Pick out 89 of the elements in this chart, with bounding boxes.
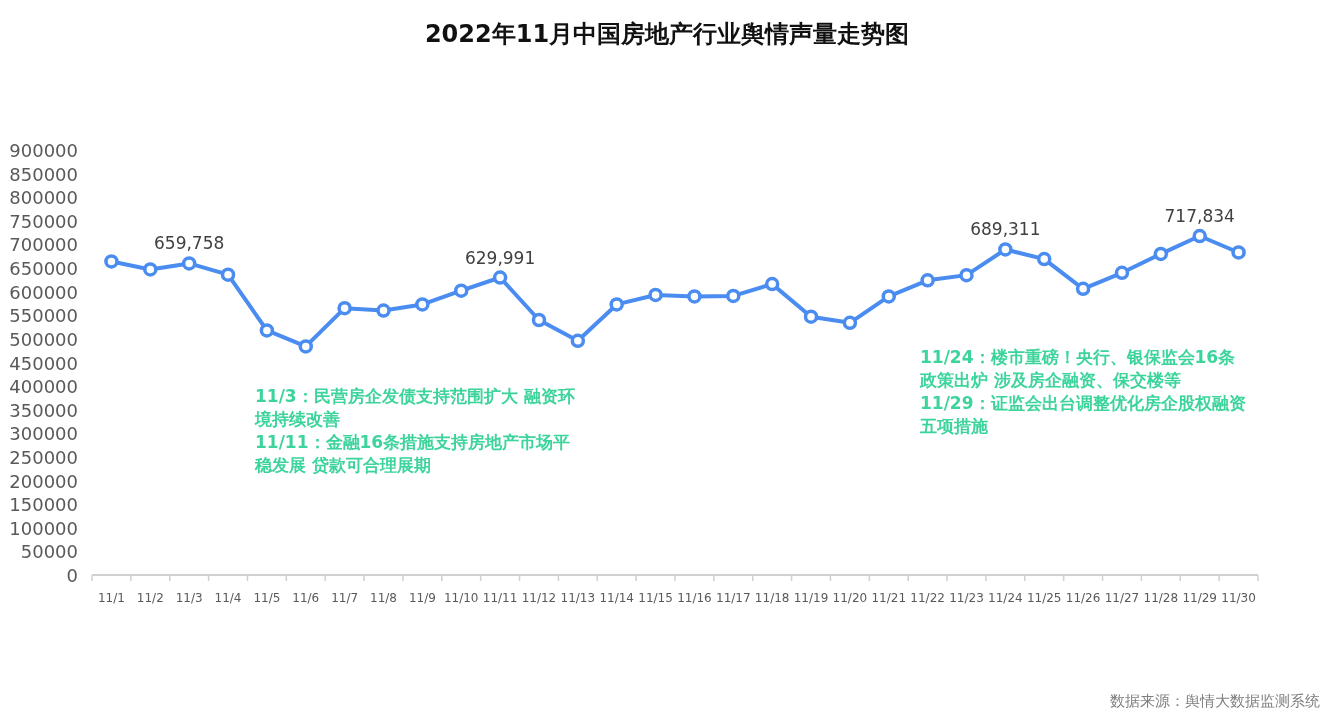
y-tick-label: 800000 [9, 187, 78, 209]
x-tick-label: 11/15 [638, 591, 673, 605]
point [453, 283, 469, 298]
y-tick-label: 50000 [20, 541, 78, 563]
point [1192, 228, 1207, 244]
point [881, 289, 897, 304]
y-tick-label: 100000 [9, 517, 78, 539]
x-tick-label: 11/16 [677, 591, 712, 605]
point [1036, 251, 1052, 267]
x-tick-label: 11/10 [443, 591, 479, 605]
point [570, 333, 586, 349]
y-tick-label: 550000 [9, 305, 78, 327]
x-tick-label: 11/9 [408, 591, 436, 605]
data-label: 717,834 [1164, 206, 1235, 227]
y-tick-label: 850000 [9, 163, 78, 185]
y-tick-label: 250000 [9, 446, 78, 468]
point [376, 303, 391, 318]
x-tick-label: 11/25 [1026, 591, 1062, 605]
x-tick-label: 11/20 [832, 591, 868, 605]
x-tick-label: 11/14 [599, 591, 634, 605]
x-tick-label: 11/13 [560, 591, 596, 605]
annotation: 11/3：民营房企发债支持范围扩大 融资环境持续改善 [255, 385, 576, 431]
point [842, 315, 858, 331]
x-tick-label: 11/24 [988, 591, 1023, 605]
point [998, 242, 1013, 257]
y-tick-label: 400000 [9, 376, 78, 398]
point [337, 300, 352, 316]
x-tick-label: 11/3 [175, 591, 203, 605]
y-tick-label: 600000 [9, 281, 78, 303]
point [298, 339, 314, 354]
point [220, 267, 236, 282]
x-tick-label: 11/8 [370, 591, 397, 605]
source-note: 数据来源：舆情大数据监测系统 [1110, 692, 1320, 711]
x-tick-label: 11/29 [1182, 591, 1217, 605]
data-label: 629,991 [464, 247, 536, 268]
y-tick-label: 150000 [9, 494, 78, 516]
x-tick-label: 11/17 [716, 591, 751, 605]
x-tick-label: 11/22 [910, 591, 945, 605]
point [726, 288, 741, 304]
x-tick-label: 11/23 [949, 591, 984, 605]
point [259, 323, 275, 338]
x-tick-label: 11/12 [521, 591, 557, 605]
y-tick-label: 500000 [9, 328, 78, 350]
y-tick-label: 300000 [9, 423, 78, 445]
y-tick-label: 450000 [9, 352, 78, 374]
point [764, 276, 780, 292]
x-tick-label: 11/18 [754, 591, 790, 605]
x-tick-label: 11/2 [136, 591, 164, 605]
x-tick-label: 11/27 [1104, 591, 1140, 605]
chart-title: 2022年11月中国房地产行业舆情声量走势图 [424, 20, 910, 48]
point [609, 297, 624, 312]
x-tick-label: 11/5 [253, 591, 281, 605]
point [1075, 281, 1091, 297]
y-tick-label: 900000 [9, 140, 78, 161]
x-tick-label: 11/19 [793, 591, 829, 605]
x-tick-label: 11/1 [97, 591, 125, 605]
point [415, 297, 430, 312]
y-tick-label: 200000 [9, 470, 78, 492]
point [492, 270, 508, 285]
y-tick-label: 0 [66, 565, 78, 586]
y-tick-label: 700000 [9, 234, 78, 256]
point [1231, 245, 1246, 260]
data-label: 659,758 [154, 233, 225, 254]
point [1153, 246, 1169, 262]
x-tick-label: 11/30 [1221, 591, 1256, 605]
point [143, 262, 158, 277]
y-tick-label: 350000 [9, 399, 78, 421]
x-tick-label: 11/26 [1065, 591, 1101, 605]
point [181, 256, 197, 271]
y-tick-label: 650000 [9, 258, 78, 280]
annotation: 11/11：金融16条措施支持房地产市场平稳发展 贷款可合理展期 [255, 431, 572, 477]
x-tick-label: 11/6 [292, 591, 320, 605]
point [104, 254, 119, 269]
point [1114, 265, 1130, 281]
x-tick-label: 11/4 [214, 591, 242, 605]
data-label: 689,311 [970, 219, 1041, 240]
point [959, 267, 974, 283]
point [687, 289, 702, 304]
y-tick-label: 750000 [9, 210, 78, 232]
point [648, 287, 663, 303]
x-tick-label: 11/11 [482, 591, 518, 605]
point [920, 273, 935, 288]
point [803, 309, 819, 324]
point [531, 312, 547, 328]
annotation: 11/29：证监会出台调整优化房企股权融资五项措施 [920, 392, 1247, 438]
x-tick-label: 11/7 [331, 591, 359, 605]
x-tick-label: 11/21 [871, 591, 907, 605]
annotation: 11/24：楼市重磅！央行、银保监会16条政策出炉 涉及房企融资、保交楼等 [920, 346, 1237, 392]
x-tick-label: 11/28 [1143, 591, 1179, 605]
